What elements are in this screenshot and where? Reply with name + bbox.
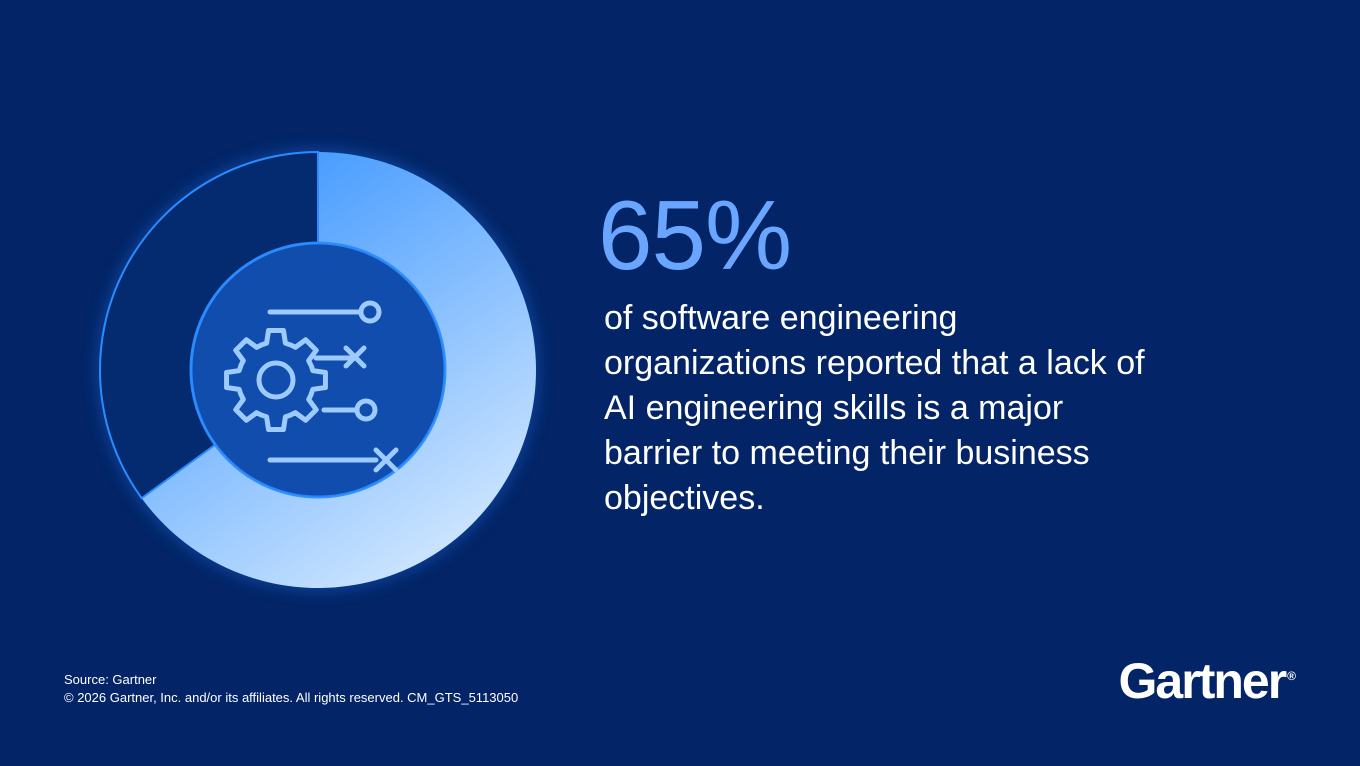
inner-ring: [189, 241, 447, 499]
flow-cross-2b: [343, 345, 367, 369]
donut-chart: [80, 132, 556, 608]
source-note: Source: Gartner: [64, 672, 157, 687]
gear-shape: [224, 328, 328, 432]
flow-cross-4b: [373, 447, 399, 473]
trademark-mark: ®: [1287, 669, 1296, 684]
gear-workflow-icon: [224, 300, 399, 473]
copyright-note: © 2026 Gartner, Inc. and/or its affiliat…: [64, 690, 519, 705]
donut-chart-svg: [99, 150, 537, 588]
stat-value: 65%: [598, 180, 792, 290]
stat-block: 65% of software engineering organization…: [598, 186, 1244, 521]
footer: Source: Gartner © 2026 Gartner, Inc. and…: [64, 671, 518, 707]
gear-hub: [256, 360, 296, 400]
flow-node-1: [358, 300, 382, 324]
gartner-logo: Gartner ®: [1119, 652, 1296, 710]
flow-node-3: [354, 398, 378, 422]
logo-text: Gartner: [1118, 653, 1288, 709]
donut-slice-1: [141, 152, 537, 588]
stat-description: of software engineering organizations re…: [604, 299, 1145, 517]
